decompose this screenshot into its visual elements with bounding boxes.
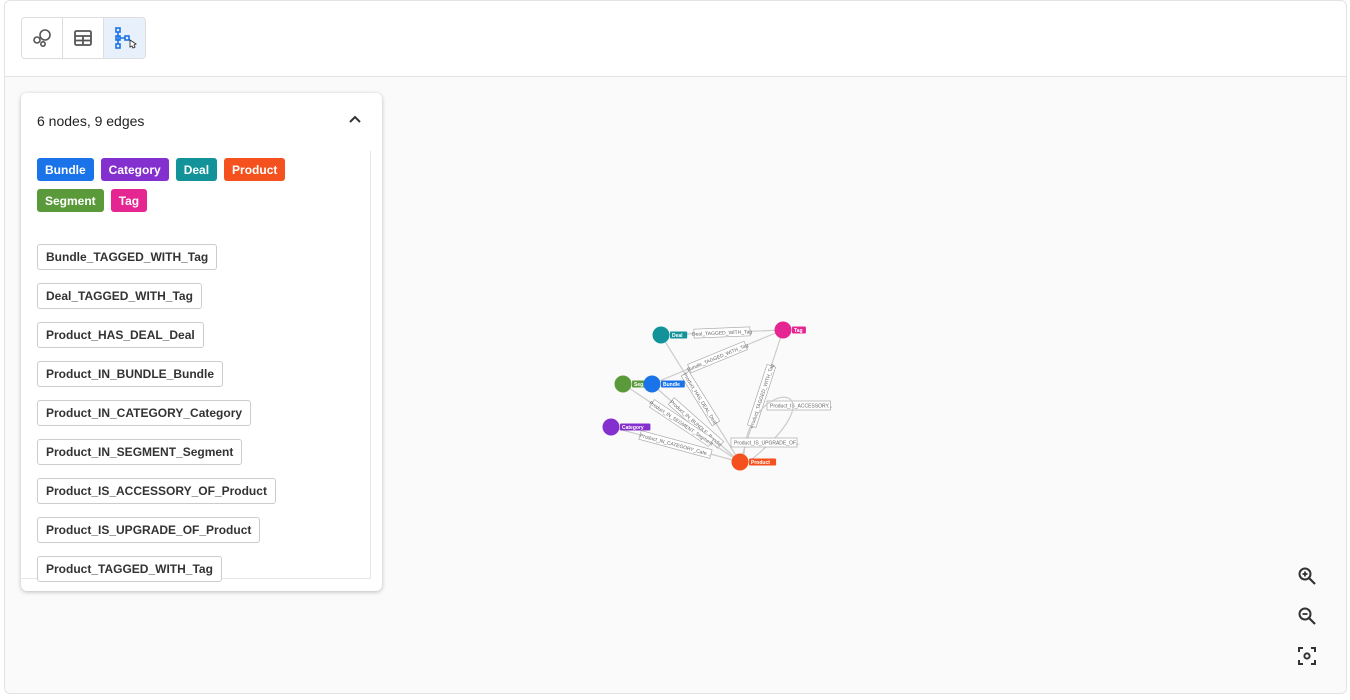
- node-labels: Bundle Category Deal Product Segment Tag: [37, 158, 337, 212]
- zoom-out-button[interactable]: [1296, 605, 1318, 627]
- toolbar: [5, 1, 1346, 77]
- edge-product-is-upgrade-of-[interactable]: Product_IS_UPGRADE_OF...: [730, 396, 800, 465]
- graph-view-button[interactable]: [22, 18, 63, 58]
- table-icon: [74, 30, 92, 46]
- svg-text:Segment: Segment: [634, 382, 655, 388]
- schema-view-button[interactable]: [104, 18, 145, 58]
- bubbles-icon: [33, 29, 51, 48]
- svg-text:Category: Category: [622, 425, 644, 431]
- svg-text:Product_TAGGED_WITH_Tag: Product_TAGGED_WITH_Tag: [749, 363, 776, 429]
- schema-icon: [114, 27, 137, 49]
- relationship-chip[interactable]: Product_IN_SEGMENT_Segment: [37, 439, 243, 465]
- label-chip-bundle[interactable]: Bundle: [37, 158, 94, 181]
- relationship-chip[interactable]: Product_IS_ACCESSORY_OF_Product: [37, 478, 276, 504]
- edge-product-has-deal-deal[interactable]: Product_HAS_DEAL_Deal: [660, 334, 741, 463]
- label-chip-deal[interactable]: Deal: [175, 158, 218, 181]
- svg-text:Product_IN_SEGMENT_Segment: Product_IN_SEGMENT_Segment: [648, 400, 714, 447]
- svg-text:Product_IS_UPGRADE_OF...: Product_IS_UPGRADE_OF...: [734, 441, 800, 447]
- relationship-chip[interactable]: Bundle_TAGGED_WITH_Tag: [37, 244, 218, 270]
- fit-icon: [1298, 647, 1316, 665]
- svg-text:Bundle_TAGGED_WITH_Tag: Bundle_TAGGED_WITH_Tag: [686, 343, 749, 374]
- svg-text:Product_IN_BUNDLE_Bundle: Product_IN_BUNDLE_Bundle: [668, 399, 722, 448]
- label-chip-product[interactable]: Product: [224, 158, 286, 181]
- relationship-chip[interactable]: Product_IN_BUNDLE_Bundle: [37, 361, 224, 387]
- edge-bundle-tagged-with-tag[interactable]: Bundle_TAGGED_WITH_Tag: [651, 329, 784, 385]
- table-view-button[interactable]: [63, 18, 104, 58]
- label-chip-category[interactable]: Category: [100, 158, 169, 181]
- cursor-icon: [129, 39, 137, 49]
- node-deal[interactable]: Deal: [652, 326, 688, 344]
- edge-product-tagged-with-tag[interactable]: Product_TAGGED_WITH_Tag: [739, 329, 784, 463]
- relationship-chip[interactable]: Product_IN_CATEGORY_Category: [37, 400, 252, 426]
- relationship-list: Bundle_TAGGED_WITH_Tag Deal_TAGGED_WITH_T…: [37, 244, 276, 595]
- label-chip-tag[interactable]: Tag: [110, 189, 148, 212]
- svg-text:Deal_TAGGED_WITH_Tag: Deal_TAGGED_WITH_Tag: [692, 329, 753, 337]
- node-segment[interactable]: Segment: [614, 375, 660, 393]
- graph-summary: 6 nodes, 9 edges: [37, 113, 145, 129]
- edge-product-in-category-cate-[interactable]: Product_IN_CATEGORY_Cate...: [610, 426, 741, 463]
- fit-to-screen-button[interactable]: [1296, 645, 1318, 667]
- node-product[interactable]: Product: [731, 453, 777, 471]
- relationship-chip[interactable]: Product_TAGGED_WITH_Tag: [37, 556, 222, 582]
- node-tag[interactable]: Tag: [774, 321, 806, 339]
- edge-product-in-bundle-bundle[interactable]: Product_IN_BUNDLE_Bundle: [651, 383, 741, 463]
- zoom-out-icon: [1298, 607, 1316, 625]
- relationship-chip[interactable]: Product_HAS_DEAL_Deal: [37, 322, 204, 348]
- label-chip-segment[interactable]: Segment: [37, 189, 104, 212]
- edge-product-in-segment-segment[interactable]: Product_IN_SEGMENT_Segment: [622, 383, 741, 463]
- relationship-chip[interactable]: Product_IS_UPGRADE_OF_Product: [37, 517, 261, 543]
- view-switcher: [21, 17, 146, 59]
- svg-text:Product_IS_ACCESSORY...: Product_IS_ACCESSORY...: [770, 404, 832, 410]
- schema-panel: 6 nodes, 9 edges Bundle Category Deal Produ…: [21, 93, 382, 591]
- svg-text:Deal: Deal: [672, 333, 683, 339]
- svg-text:Product_IN_CATEGORY_Cate...: Product_IN_CATEGORY_Cate...: [639, 433, 711, 458]
- zoom-in-icon: [1298, 567, 1316, 585]
- svg-text:Product_HAS_DEAL_Deal: Product_HAS_DEAL_Deal: [681, 372, 717, 425]
- edge-deal-tagged-with-tag[interactable]: Deal_TAGGED_WITH_Tag: [660, 326, 784, 339]
- relationship-chip[interactable]: Deal_TAGGED_WITH_Tag: [37, 283, 202, 309]
- svg-text:Tag: Tag: [794, 328, 803, 334]
- svg-text:Product: Product: [751, 460, 770, 466]
- node-bundle[interactable]: Bundle: [643, 375, 685, 393]
- node-category[interactable]: Category: [602, 418, 651, 436]
- edge-product-is-accessory-[interactable]: Product_IS_ACCESSORY...: [766, 400, 832, 411]
- graph-explorer: Deal_TAGGED_WITH_Tag Bundle_TAGGED_WITH_T…: [4, 0, 1347, 694]
- svg-text:Bundle: Bundle: [663, 382, 680, 388]
- chevron-up-icon[interactable]: [348, 112, 362, 126]
- zoom-in-button[interactable]: [1296, 565, 1318, 587]
